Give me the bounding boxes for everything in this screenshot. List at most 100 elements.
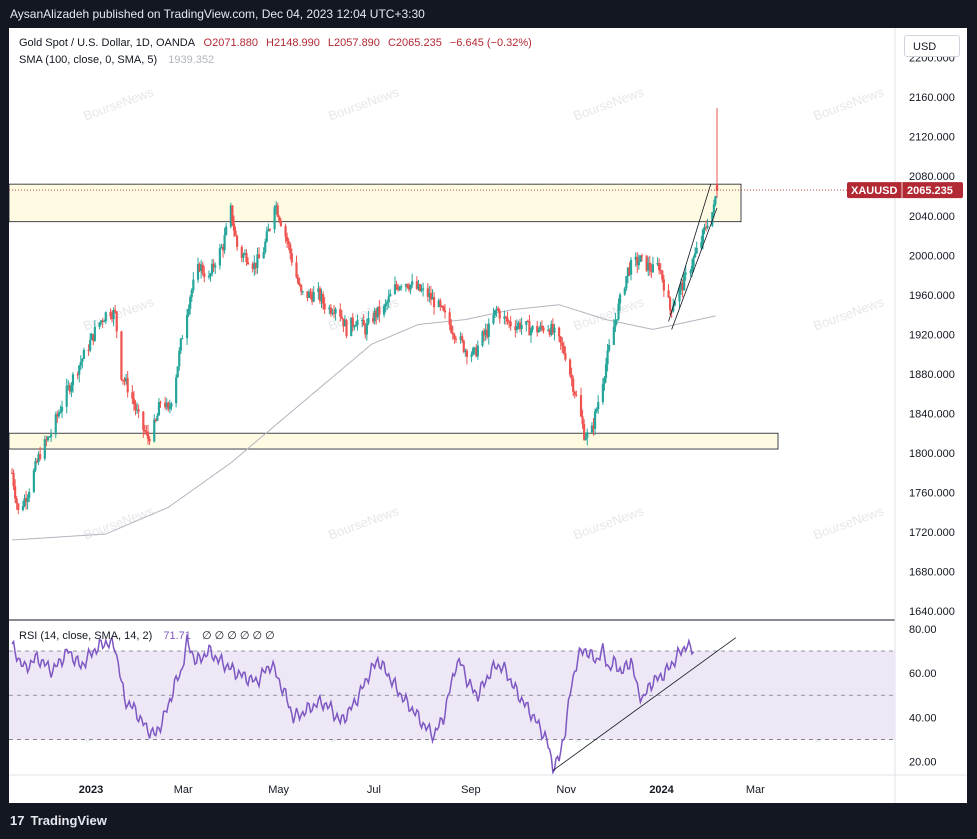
candle-body <box>376 306 379 318</box>
candle-body <box>461 336 464 341</box>
candle-body <box>268 229 272 231</box>
candle-body <box>334 309 337 314</box>
candle-body <box>382 306 386 315</box>
candle-body <box>453 334 456 339</box>
candle-body <box>262 252 265 259</box>
candle-body <box>121 379 125 381</box>
rsi-trendline <box>552 637 736 771</box>
candle-body <box>317 288 320 293</box>
candle-body <box>159 402 162 404</box>
candle-body <box>442 306 445 311</box>
candle-body <box>142 411 145 431</box>
candle-body <box>123 379 126 382</box>
candle-body <box>257 254 261 259</box>
candle-body <box>154 419 157 421</box>
candle-body <box>371 318 375 322</box>
time-tick-label: 2023 <box>79 784 103 796</box>
price-tag-symbol: XAUUSD <box>851 185 898 197</box>
candle-body <box>245 253 248 263</box>
candle-body <box>528 321 531 336</box>
price-axis[interactable]: 1640.000 1680.000 1720.000 1760.000 1800.000… <box>909 53 955 618</box>
svg-text:SMA (100, close, 0, SMA, 5): SMA (100, close, 0, SMA, 5) 1939.352 <box>19 54 214 66</box>
candle-body <box>275 205 278 208</box>
candle-body <box>579 395 583 417</box>
candle-body <box>400 286 403 288</box>
candle-body <box>175 377 178 404</box>
price-tag-price: 2065.235 <box>907 185 953 197</box>
tradingview-logo[interactable]: 17 TradingView <box>10 813 107 828</box>
candle-body <box>267 229 270 232</box>
candle-body <box>109 312 112 317</box>
candle-body <box>550 324 553 335</box>
candle-body <box>232 223 236 231</box>
time-tick-label: May <box>268 784 289 796</box>
trendline-layer[interactable] <box>9 184 895 771</box>
price-tick-label: 2080.000 <box>909 171 955 183</box>
candle-body <box>586 432 589 438</box>
candle-body <box>87 349 90 351</box>
price-tag: XAUUSD 2065.235 <box>847 182 963 199</box>
candle-body <box>462 340 465 352</box>
price-zone <box>8 432 779 450</box>
candle-body <box>384 303 387 307</box>
candle-body <box>409 284 412 290</box>
candle-body <box>35 461 39 463</box>
candle-body <box>592 425 595 429</box>
watermark-text: BourseNews <box>571 84 646 123</box>
candle-body <box>694 253 697 258</box>
candle-body <box>583 424 586 440</box>
candle-body <box>114 310 117 312</box>
candle-body <box>386 302 389 304</box>
candle-body <box>551 324 554 333</box>
candle-body <box>375 310 378 318</box>
candle-body <box>393 284 397 294</box>
candle-body <box>132 398 136 405</box>
candle-body <box>542 327 545 331</box>
candle-body <box>615 319 619 321</box>
candle-body <box>650 269 653 273</box>
sma-layer <box>11 304 716 541</box>
currency-button[interactable]: USD <box>904 35 960 57</box>
legend-symbol: Gold Spot / U.S. Dollar, 1D, OANDA <box>19 37 196 49</box>
candle-body <box>526 320 529 322</box>
candle-body <box>60 406 64 412</box>
price-tick-label: 1680.000 <box>909 567 955 579</box>
candle-body <box>343 320 347 327</box>
candle-body <box>45 439 48 441</box>
candle-body <box>397 287 400 290</box>
candle-body <box>284 226 287 237</box>
candle-body <box>68 385 71 392</box>
candle-body <box>251 264 254 269</box>
candle-body <box>539 325 542 330</box>
publisher-header: AysanAlizadeh published on TradingView.c… <box>0 0 977 28</box>
candle-body <box>242 254 245 258</box>
candle-body <box>318 288 322 302</box>
time-axis[interactable]: 2023 Mar May Jul Sep Nov 2024 Mar <box>79 784 765 796</box>
candle-body <box>612 326 615 345</box>
rsi-axis[interactable]: 20.00 40.00 60.00 80.00 <box>909 624 937 769</box>
price-tick-label: 1960.000 <box>909 290 955 302</box>
candle-body <box>320 294 323 302</box>
candle-body <box>167 402 170 409</box>
rsi-tick-label: 80.00 <box>909 624 937 636</box>
candle-body <box>504 316 508 318</box>
rsi-line <box>11 634 695 775</box>
watermark-layer: BourseNews BourseNews BourseNews BourseNews… <box>81 84 886 745</box>
candle-body <box>185 314 189 339</box>
candle-body <box>625 276 628 289</box>
candle-body <box>307 291 311 298</box>
watermark-text: BourseNews <box>811 503 886 542</box>
candle-body <box>417 284 420 289</box>
price-tick-label: 1920.000 <box>909 329 955 341</box>
candle-body <box>683 274 686 291</box>
candle-body <box>24 498 28 503</box>
candle-body <box>581 416 584 425</box>
price-trendline-lower <box>671 207 718 330</box>
candle-body <box>540 325 544 328</box>
candle-body <box>387 296 390 303</box>
candle-body <box>623 288 626 295</box>
candle-body <box>57 412 60 417</box>
candle-body <box>67 385 70 387</box>
candle-body <box>253 262 256 269</box>
